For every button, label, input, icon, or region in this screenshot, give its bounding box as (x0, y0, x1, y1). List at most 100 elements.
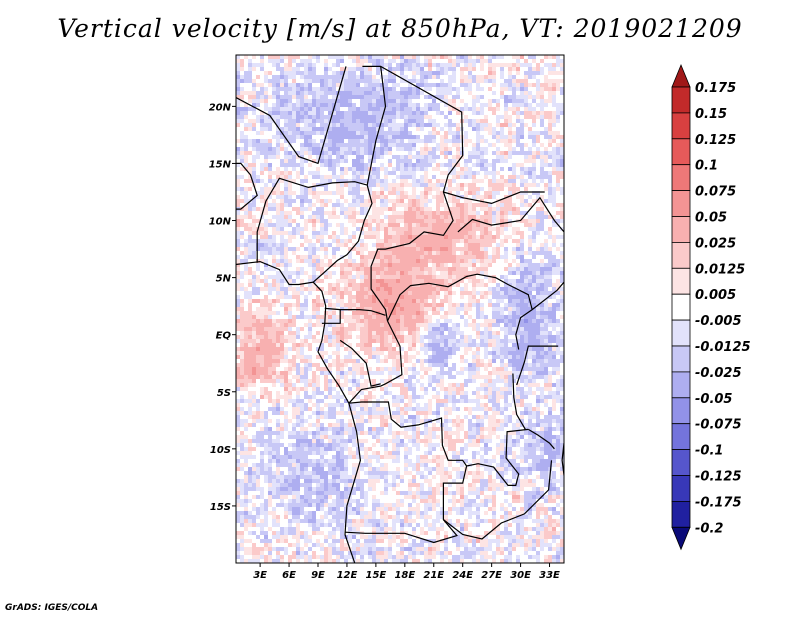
field-cell (448, 79, 452, 83)
field-cell (476, 247, 480, 251)
field-cell (412, 55, 416, 59)
field-cell (280, 171, 284, 175)
field-cell (528, 243, 532, 247)
field-cell (356, 343, 360, 347)
field-cell (372, 315, 376, 319)
field-cell (344, 355, 348, 359)
field-cell (448, 307, 452, 311)
field-cell (292, 363, 296, 367)
field-cell (376, 135, 380, 139)
field-cell (548, 359, 552, 363)
field-cell (328, 55, 332, 59)
field-cell (332, 335, 336, 339)
field-cell (492, 351, 496, 355)
field-cell (556, 291, 560, 295)
field-cell (452, 67, 456, 71)
field-cell (312, 323, 316, 327)
field-cell (464, 139, 468, 143)
field-cell (316, 143, 320, 147)
field-cell (520, 347, 524, 351)
field-cell (280, 279, 284, 283)
field-cell (320, 351, 324, 355)
field-cell (468, 347, 472, 351)
field-cell (248, 363, 252, 367)
field-cell (448, 355, 452, 359)
field-cell (484, 339, 488, 343)
field-cell (412, 63, 416, 67)
field-cell (348, 279, 352, 283)
field-cell (304, 367, 308, 371)
field-cell (476, 223, 480, 227)
field-cell (268, 235, 272, 239)
field-cell (536, 83, 540, 87)
field-cell (384, 299, 388, 303)
field-cell (348, 75, 352, 79)
field-cell (256, 179, 260, 183)
field-cell (456, 191, 460, 195)
field-cell (460, 203, 464, 207)
field-cell (416, 339, 420, 343)
field-cell (264, 363, 268, 367)
field-cell (384, 119, 388, 123)
field-cell (476, 343, 480, 347)
field-cell (544, 83, 548, 87)
field-cell (560, 307, 564, 311)
field-cell (396, 131, 400, 135)
field-cell (532, 263, 536, 267)
field-cell (348, 359, 352, 363)
field-cell (392, 139, 396, 143)
field-cell (412, 227, 416, 231)
field-cell (476, 303, 480, 307)
field-cell (396, 127, 400, 131)
field-cell (384, 275, 388, 279)
field-cell (268, 307, 272, 311)
field-cell (416, 103, 420, 107)
field-cell (276, 167, 280, 171)
field-cell (344, 67, 348, 71)
field-cell (528, 347, 532, 351)
field-cell (536, 319, 540, 323)
field-cell (236, 295, 240, 299)
field-cell (552, 55, 556, 59)
field-cell (412, 167, 416, 171)
field-cell (424, 143, 428, 147)
field-cell (396, 239, 400, 243)
field-cell (296, 367, 300, 371)
field-cell (540, 355, 544, 359)
field-cell (316, 299, 320, 303)
field-cell (536, 327, 540, 331)
field-cell (464, 195, 468, 199)
field-cell (540, 143, 544, 147)
field-cell (464, 83, 468, 87)
field-cell (388, 295, 392, 299)
field-cell (324, 179, 328, 183)
field-cell (276, 67, 280, 71)
field-cell (252, 315, 256, 319)
field-cell (556, 83, 560, 87)
field-cell (548, 339, 552, 343)
field-cell (336, 363, 340, 367)
field-cell (420, 63, 424, 67)
field-cell (432, 99, 436, 103)
field-cell (388, 335, 392, 339)
field-cell (280, 355, 284, 359)
field-cell (236, 107, 240, 111)
field-cell (536, 111, 540, 115)
field-cell (372, 215, 376, 219)
field-cell (440, 343, 444, 347)
field-cell (532, 111, 536, 115)
field-cell (328, 331, 332, 335)
field-cell (440, 67, 444, 71)
field-cell (312, 315, 316, 319)
field-cell (416, 267, 420, 271)
field-cell (488, 75, 492, 79)
field-cell (404, 259, 408, 263)
field-cell (288, 107, 292, 111)
field-cell (312, 255, 316, 259)
field-cell (296, 115, 300, 119)
field-cell (548, 275, 552, 279)
field-cell (308, 219, 312, 223)
field-cell (344, 83, 348, 87)
field-cell (424, 267, 428, 271)
field-cell (236, 199, 240, 203)
